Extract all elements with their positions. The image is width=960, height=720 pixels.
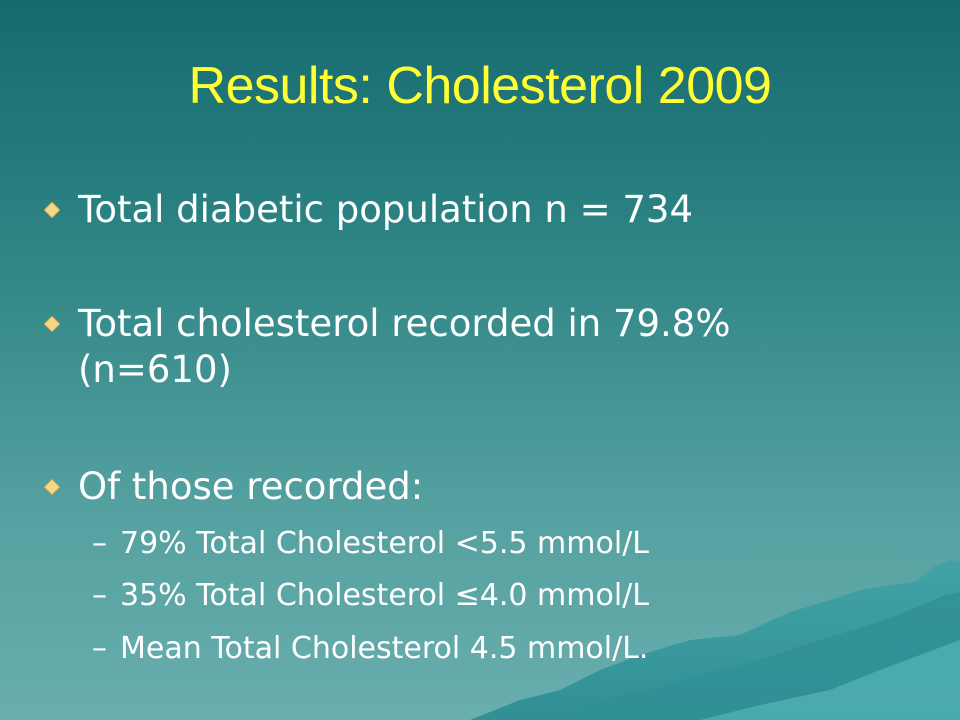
bullet-item: Total diabetic population n = 734 <box>44 187 924 233</box>
bullet-text: Total cholesterol recorded in 79.8% (n=6… <box>78 302 731 391</box>
sub-bullet-item: –35% Total Cholesterol ≤4.0 mmol/L <box>92 578 912 614</box>
bullet-text: Of those recorded: <box>78 465 424 508</box>
diamond-bullet-icon <box>44 316 60 332</box>
bullet-item: Of those recorded: <box>44 464 924 510</box>
diamond-bullet-icon <box>44 479 60 495</box>
sub-bullet-item: – Mean Total Cholesterol 4.5 mmol/L. <box>92 631 912 667</box>
sub-bullet-text: 79% Total Cholesterol <5.5 mmol/L <box>120 526 650 561</box>
bullet-text: Total diabetic population n = 734 <box>78 188 693 231</box>
dash-marker: – <box>92 631 107 666</box>
dash-marker: – <box>92 578 107 613</box>
dash-marker: – <box>92 526 107 561</box>
bullet-item: Total cholesterol recorded in 79.8% (n=6… <box>44 301 924 393</box>
diamond-bullet-icon <box>44 202 60 218</box>
sub-bullet-text: Mean Total Cholesterol 4.5 mmol/L. <box>120 631 649 666</box>
sub-bullet-text: 35% Total Cholesterol ≤4.0 mmol/L <box>120 578 650 613</box>
slide-title: Results: Cholesterol 2009 <box>188 57 772 115</box>
sub-bullet-item: –79% Total Cholesterol <5.5 mmol/L <box>92 526 912 562</box>
